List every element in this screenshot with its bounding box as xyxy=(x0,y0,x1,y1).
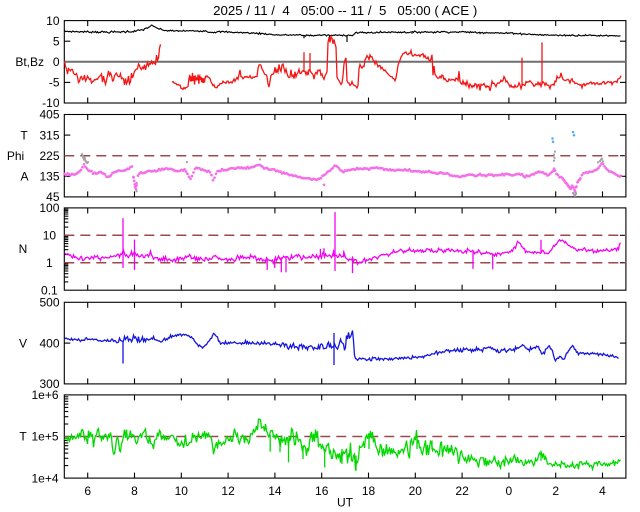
svg-text:V: V xyxy=(19,336,27,350)
svg-text:A: A xyxy=(20,170,28,184)
svg-text:10: 10 xyxy=(175,484,189,498)
svg-text:Bt,Bz: Bt,Bz xyxy=(15,55,44,69)
svg-text:5: 5 xyxy=(53,34,60,48)
svg-text:1e+6: 1e+6 xyxy=(31,388,58,402)
svg-text:T: T xyxy=(20,128,28,142)
svg-text:-10: -10 xyxy=(42,96,60,110)
svg-text:1: 1 xyxy=(46,256,53,270)
svg-text:300: 300 xyxy=(39,377,59,391)
svg-text:0: 0 xyxy=(53,55,60,69)
svg-text:22: 22 xyxy=(455,484,469,498)
svg-text:1e+5: 1e+5 xyxy=(31,430,58,444)
svg-text:400: 400 xyxy=(39,336,59,350)
svg-text:1e+4: 1e+4 xyxy=(31,471,58,485)
svg-text:20: 20 xyxy=(409,484,423,498)
svg-text:225: 225 xyxy=(39,149,59,163)
svg-text:0: 0 xyxy=(506,484,513,498)
svg-text:100: 100 xyxy=(39,201,59,215)
svg-text:18: 18 xyxy=(362,484,376,498)
svg-text:T: T xyxy=(19,430,27,444)
svg-text:10: 10 xyxy=(46,14,60,28)
svg-text:405: 405 xyxy=(39,108,59,122)
svg-text:2: 2 xyxy=(552,484,559,498)
svg-text:135: 135 xyxy=(39,170,59,184)
svg-text:6: 6 xyxy=(84,484,91,498)
svg-text:0.1: 0.1 xyxy=(41,283,58,297)
svg-text:2025 / 11 / 4 05:00 -- 11 /: 2025 / 11 / 4 05:00 -- 11 / 5 05:00 ( AC… xyxy=(213,3,477,18)
svg-text:315: 315 xyxy=(39,128,59,142)
svg-text:N: N xyxy=(19,242,28,256)
svg-text:UT: UT xyxy=(337,496,354,510)
svg-text:12: 12 xyxy=(221,484,235,498)
svg-text:8: 8 xyxy=(131,484,138,498)
svg-text:10: 10 xyxy=(43,229,57,243)
svg-text:500: 500 xyxy=(39,296,59,310)
svg-text:4: 4 xyxy=(599,484,606,498)
svg-text:14: 14 xyxy=(268,484,282,498)
svg-text:-5: -5 xyxy=(49,76,60,90)
svg-text:16: 16 xyxy=(315,484,329,498)
svg-text:45: 45 xyxy=(46,190,60,204)
svg-text:Phi: Phi xyxy=(7,149,24,163)
